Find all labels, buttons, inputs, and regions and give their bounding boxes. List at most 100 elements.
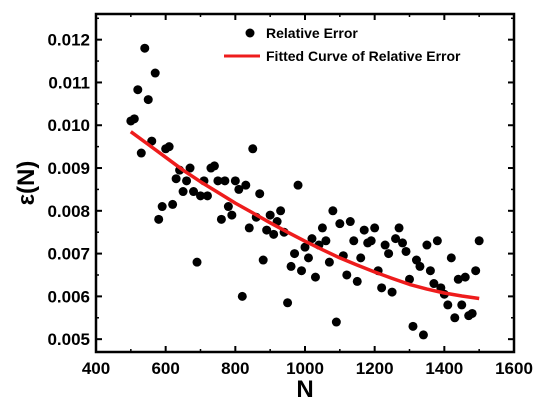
y-axis-title: ε(N) <box>13 161 40 206</box>
fitted-curve <box>129 130 480 301</box>
y-tick-label: 0.006 <box>47 287 90 306</box>
data-point <box>356 253 366 263</box>
data-point <box>189 187 199 197</box>
data-point <box>223 202 233 212</box>
data-point <box>370 223 380 233</box>
x-tick-label: 1600 <box>495 359 533 378</box>
data-point <box>450 313 460 323</box>
data-point <box>328 206 338 216</box>
data-point <box>387 287 397 297</box>
x-axis-title: N <box>296 376 313 403</box>
x-axis: 400 600 800 1000 1200 1400 1600 <box>82 14 533 378</box>
y-tick-label: 0.005 <box>47 330 90 349</box>
data-point <box>300 242 310 252</box>
data-point <box>269 229 279 239</box>
data-point <box>136 148 146 158</box>
data-point <box>317 223 327 233</box>
data-point <box>234 184 244 194</box>
data-point <box>276 206 286 216</box>
data-point <box>418 330 428 340</box>
legend: Relative Error Fitted Curve of Relative … <box>224 25 461 64</box>
data-point <box>405 274 414 284</box>
data-point <box>345 217 355 227</box>
data-point <box>467 308 477 318</box>
data-point <box>202 191 212 201</box>
data-point <box>140 43 150 53</box>
data-point <box>290 249 300 259</box>
legend-label-fitted-curve: Fitted Curve of Relative Error <box>266 48 461 64</box>
data-point <box>429 279 439 289</box>
x-tick-label: 400 <box>82 359 110 378</box>
data-point <box>415 261 425 271</box>
x-tick-label: 1000 <box>286 359 324 378</box>
data-point <box>241 180 251 190</box>
y-axis: 0.005 0.006 0.007 0.008 0.009 0.010 0.011 0.012 <box>47 17 514 349</box>
data-point <box>133 85 143 95</box>
data-point <box>425 266 435 276</box>
x-tick-label: 1400 <box>425 359 463 378</box>
data-point <box>182 176 192 186</box>
plot-area <box>126 43 484 340</box>
data-point <box>380 240 390 250</box>
data-point <box>432 236 442 246</box>
y-tick-label: 0.010 <box>47 116 90 135</box>
y-tick-label: 0.011 <box>48 73 90 92</box>
data-point <box>366 236 376 246</box>
data-point <box>164 142 174 152</box>
data-point <box>209 161 219 171</box>
data-point <box>321 236 331 246</box>
legend-label-relative-error: Relative Error <box>266 25 358 41</box>
data-point <box>307 234 317 244</box>
data-point <box>258 255 268 265</box>
data-point <box>237 291 247 301</box>
data-point <box>408 321 418 331</box>
data-point <box>185 163 195 173</box>
data-point <box>398 238 408 248</box>
data-point <box>310 272 320 282</box>
data-point <box>391 234 401 244</box>
data-point <box>196 191 205 201</box>
data-point <box>422 240 432 250</box>
data-point <box>474 236 484 246</box>
data-point <box>171 174 181 184</box>
data-point <box>230 176 240 186</box>
data-point <box>129 114 139 124</box>
data-point <box>384 249 394 259</box>
data-point <box>178 187 188 197</box>
data-point <box>349 236 359 246</box>
data-point <box>143 95 153 105</box>
x-tick-label: 600 <box>151 359 179 378</box>
data-point <box>150 68 160 78</box>
y-tick-label: 0.009 <box>47 159 90 178</box>
data-point <box>297 266 307 276</box>
data-point <box>352 276 362 286</box>
data-point <box>262 225 272 235</box>
data-point <box>227 210 237 220</box>
data-point <box>453 274 463 284</box>
data-point <box>283 298 293 308</box>
x-tick-label: 1200 <box>356 359 394 378</box>
data-point <box>286 261 296 271</box>
data-point <box>394 223 404 233</box>
data-point <box>460 272 470 282</box>
data-point <box>443 300 453 310</box>
data-point <box>359 225 369 235</box>
y-tick-label: 0.008 <box>47 202 90 221</box>
data-point <box>401 246 411 256</box>
data-point <box>303 253 313 263</box>
data-point <box>213 176 223 186</box>
data-point <box>192 257 202 267</box>
data-point <box>255 189 265 199</box>
data-point <box>331 317 341 327</box>
data-point <box>377 283 387 293</box>
legend-scatter-marker <box>245 28 255 38</box>
data-point <box>335 219 345 229</box>
data-point <box>157 202 167 212</box>
data-point <box>265 210 275 220</box>
data-point <box>457 300 467 310</box>
data-point <box>168 199 178 209</box>
data-point <box>154 214 164 224</box>
data-point <box>446 253 456 263</box>
data-point <box>244 223 254 233</box>
